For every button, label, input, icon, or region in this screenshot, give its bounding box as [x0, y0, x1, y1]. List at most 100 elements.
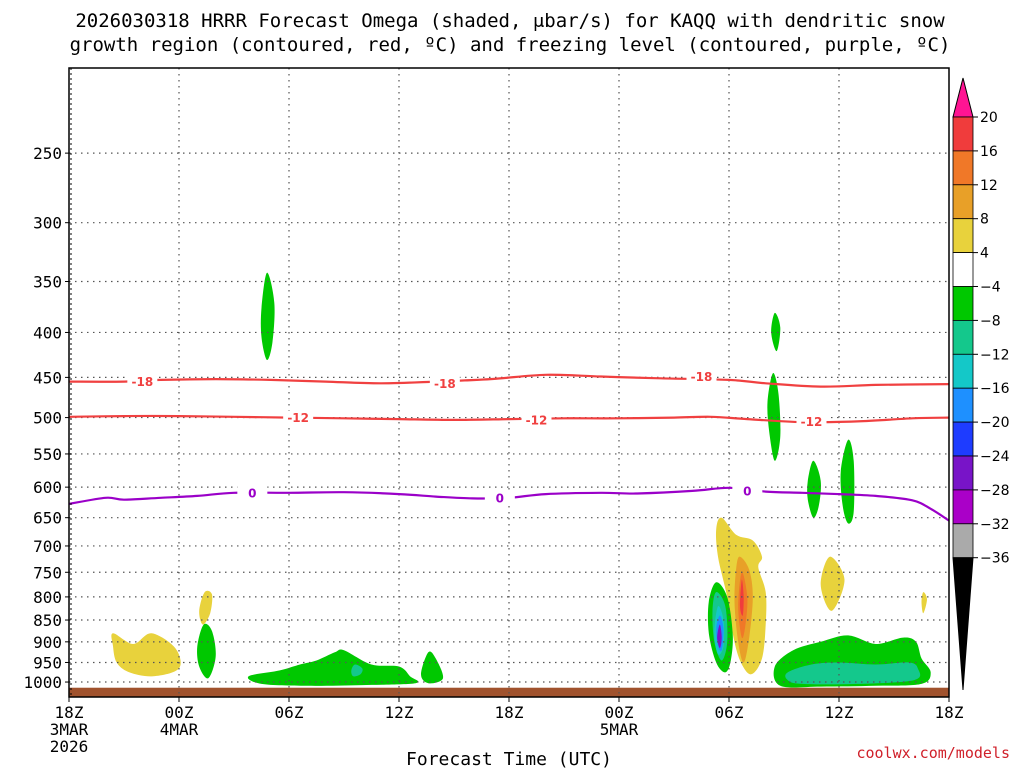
x-tick-label-line: 12Z	[385, 703, 414, 722]
plot-area	[69, 68, 949, 697]
x-tick-label-line: 4MAR	[160, 720, 199, 739]
y-tick-label: 950	[33, 653, 62, 672]
x-tick-label: 12Z	[825, 703, 854, 722]
colorbar-label: 12	[980, 178, 998, 194]
contour-label-bg	[686, 369, 717, 384]
x-tick-label: 00Z 4MAR	[160, 703, 199, 739]
colorbar-label: −8	[980, 313, 1001, 329]
credit-link[interactable]: coolwx.com/models	[856, 744, 1010, 762]
colorbar-label: −4	[980, 280, 1001, 296]
contour-line--18C	[68, 373, 950, 388]
colorbar-max-arrow	[952, 77, 974, 118]
y-tick-label: 600	[33, 478, 62, 497]
colorbar-segment	[952, 116, 974, 152]
plot-background	[69, 68, 949, 697]
omega-neg-4-8	[771, 312, 781, 352]
x-tick-label-line: 2026	[50, 737, 89, 756]
x-tick-label-line: 00Z	[165, 703, 194, 722]
x-tick-label-line: 12Z	[825, 703, 854, 722]
contour-label-bg	[484, 490, 515, 505]
colorbar-segment	[952, 421, 974, 457]
contour-label-bg	[429, 376, 460, 391]
colorbar-label: 20	[980, 110, 998, 126]
y-tick-label: 850	[33, 611, 62, 630]
contour-label--18C: -18	[131, 375, 153, 389]
chart-title-line-2: growth region (contoured, red, ºC) and f…	[70, 34, 951, 56]
axes: 250 300 350 400 450 500 550 600 650 700 750 800 850 9…	[23, 67, 964, 756]
colorbar-segment	[952, 523, 974, 559]
x-tick-label-line: 06Z	[275, 703, 304, 722]
omega-neg-4-8	[767, 373, 781, 461]
omega-neg-4-8	[247, 649, 419, 686]
y-tick-label: 800	[33, 588, 62, 607]
y-tick-label: 500	[33, 409, 62, 428]
x-tick-label: 12Z	[385, 703, 414, 722]
contour-label-bg	[127, 374, 158, 389]
y-tick-label: 400	[33, 323, 62, 342]
colorbar-label: −24	[980, 449, 1010, 465]
omega-neg-8-12	[785, 662, 921, 685]
omega-neg-4-8	[807, 460, 821, 518]
omega-neg-4-8	[840, 439, 855, 524]
colorbar-label: −16	[980, 381, 1010, 397]
contour-label-0C: 0	[248, 486, 256, 500]
omega-neg-8-12	[351, 664, 363, 677]
colorbar-segment	[952, 319, 974, 355]
contour-label-bg	[283, 410, 314, 425]
y-tick-label: 700	[33, 537, 62, 556]
chart-title-line-1: 2026030318 HRRR Forecast Omega (shaded, …	[75, 10, 945, 32]
contour-label-0C: 0	[496, 491, 504, 505]
grid-lines	[69, 68, 949, 697]
contour-label--18C: -18	[691, 370, 713, 384]
omega-pos-4-8	[111, 633, 181, 677]
colorbar-label: −20	[980, 415, 1010, 431]
omega-neg-4-8	[197, 623, 216, 679]
colorbar-label: −12	[980, 347, 1010, 363]
colorbar-label: −36	[980, 551, 1010, 567]
y-tick-label: 550	[33, 445, 62, 464]
colorbar-segment	[952, 218, 974, 253]
contour-label-bg	[521, 412, 552, 427]
x-tick-label-line: 18Z	[495, 703, 524, 722]
omega-neg-4-8	[260, 272, 275, 361]
y-tick-label: 250	[33, 144, 62, 163]
colorbar-label: −28	[980, 483, 1010, 499]
colorbar-label: 16	[980, 144, 998, 160]
colorbar-segment	[952, 252, 974, 287]
y-tick-label: 1000	[23, 673, 62, 692]
y-tick-label: 750	[33, 563, 62, 582]
x-axis-label: Forecast Time (UTC)	[406, 749, 612, 768]
y-tick-label: 450	[33, 368, 62, 387]
omega-neg-4-8	[421, 651, 444, 684]
colorbar-label: −32	[980, 517, 1010, 533]
colorbar-segment	[952, 353, 974, 389]
contour-label--12C: -12	[287, 411, 309, 425]
contour-label-bg	[237, 485, 268, 500]
colorbar-segment	[952, 184, 974, 220]
contour-label-bg	[732, 483, 763, 498]
colorbar-segment	[952, 489, 974, 525]
contour-label--12C: -12	[801, 415, 823, 429]
temperature-contours: -18 -18 -18 -12 -12 -12 0 0 0	[68, 369, 950, 522]
contour-label--18C: -18	[434, 377, 456, 391]
colorbar-segment	[952, 150, 974, 186]
y-tick-label: 300	[33, 214, 62, 233]
x-tick-label: 06Z	[715, 703, 744, 722]
x-tick-label: 18Z	[935, 703, 964, 722]
x-tick-label: 18Z	[495, 703, 524, 722]
contour-label-0C: 0	[743, 484, 751, 498]
colorbar-segment	[952, 286, 974, 321]
x-tick-label-line: 5MAR	[600, 720, 639, 739]
contour-label--12C: -12	[526, 413, 548, 427]
colorbar-label: 4	[980, 246, 989, 262]
omega-pos-4-8	[921, 592, 927, 614]
omega-pos-4-8	[199, 590, 213, 625]
x-tick-label-line: 00Z	[605, 703, 634, 722]
x-tick-label: 06Z	[275, 703, 304, 722]
x-tick-label-line: 18Z	[935, 703, 964, 722]
y-tick-label: 900	[33, 633, 62, 652]
x-tick-label-line: 18Z	[55, 703, 84, 722]
x-tick-label: 18Z 3MAR 2026	[50, 703, 89, 756]
x-tick-label: 00Z 5MAR	[600, 703, 639, 739]
